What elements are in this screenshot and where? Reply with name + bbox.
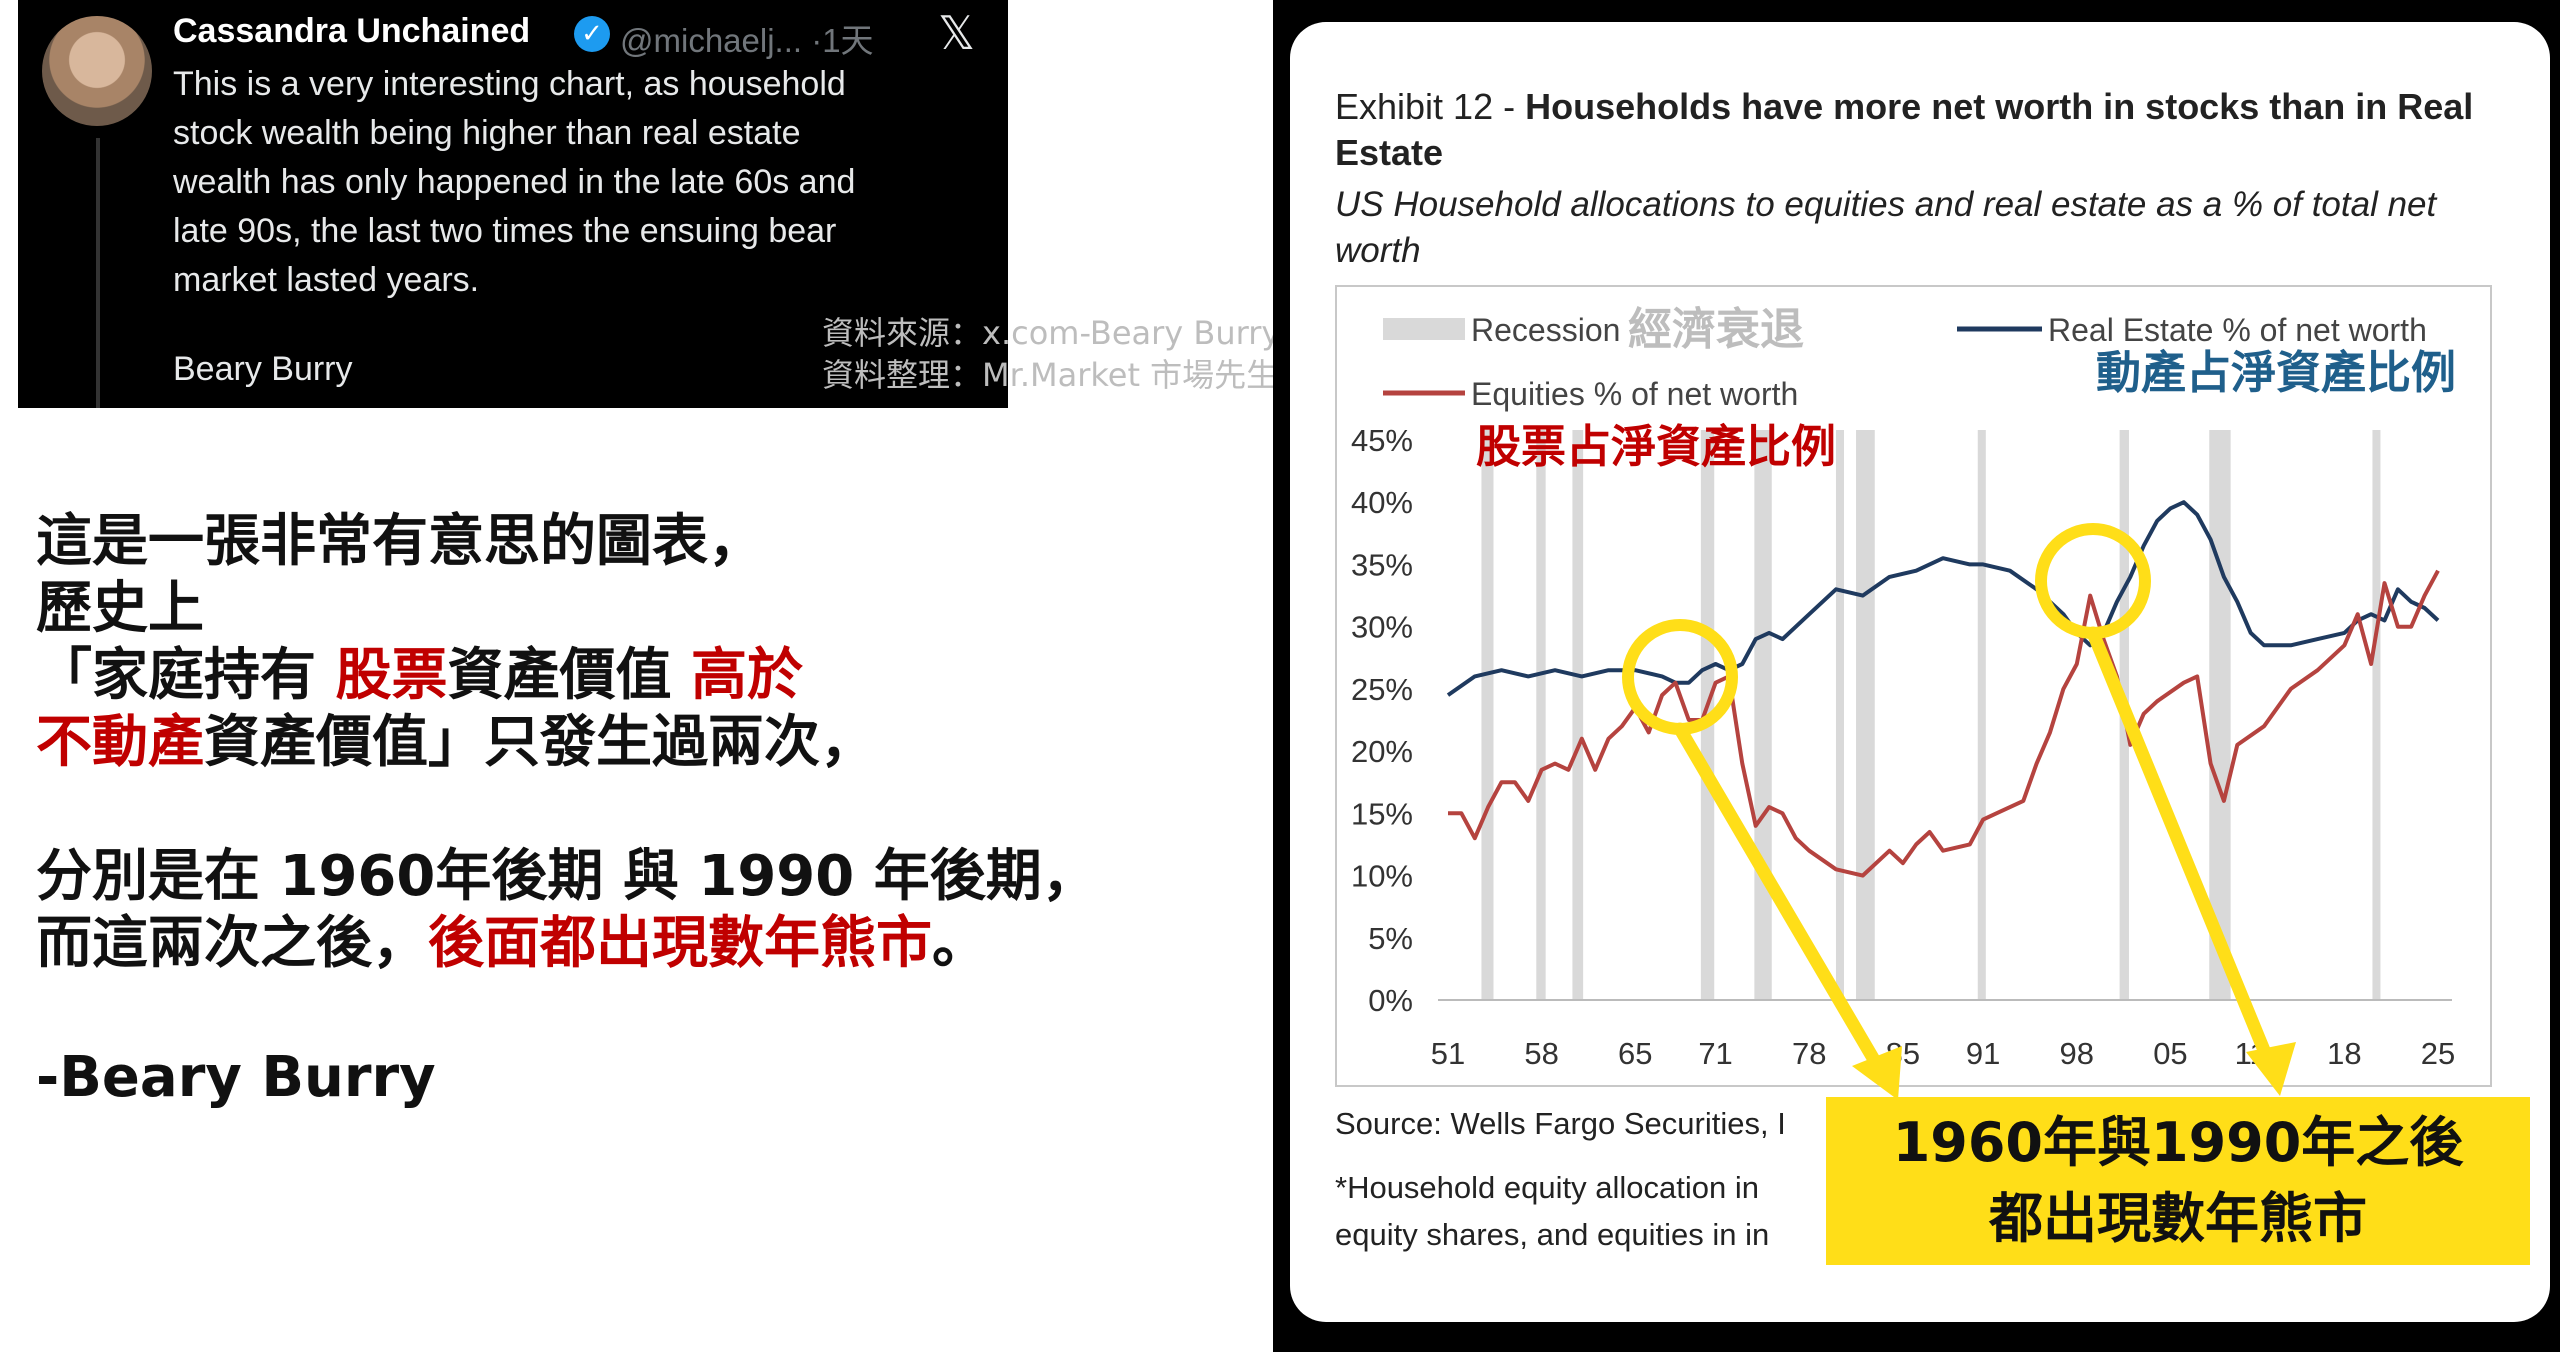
x-tick-label: 05 [2153, 1036, 2187, 1071]
credit-compiler: 資料整理：Mr.Market 市場先生 [822, 356, 1279, 394]
recession-band-2 [1572, 430, 1584, 1000]
handle-and-time[interactable]: @michaelj... ·1天 [620, 22, 874, 59]
caption-highlight: 股票 [335, 643, 448, 708]
y-tick-label: 25% [1351, 672, 1413, 707]
recession-band-5 [1835, 430, 1844, 1000]
equities-line [1448, 569, 2440, 878]
exhibit-number: Exhibit 12 - [1335, 86, 1526, 127]
exhibit-subtitle: US Household allocations to equities and… [1335, 185, 2437, 270]
recession-band-9 [2209, 430, 2231, 1000]
y-tick-label: 5% [1368, 921, 1413, 956]
display-name[interactable]: Cassandra Unchained [173, 12, 531, 50]
y-tick-label: 35% [1351, 547, 1413, 582]
arrowhead-1960s [1852, 1046, 1902, 1100]
x-tick-label: 71 [1698, 1036, 1732, 1071]
y-axis-ticks: 0% 5% 10% 15% 20% 25% 30% 35% 40% 45% [1351, 423, 1413, 1018]
recession-band-7 [1977, 430, 1986, 1000]
y-tick-label: 20% [1351, 734, 1413, 769]
legend-equities-label: Equities % of net worth [1471, 376, 1798, 412]
caption-highlight: 高於 [691, 643, 803, 708]
chinese-caption: 這是一張非常有意思的圖表， 歷史上 「家庭持有 股票資產價值 高於 不動產資產價… [36, 508, 1236, 1111]
annotation-recession-zh: 經濟衰退 [1628, 304, 1804, 355]
caption-attribution: -Beary Burry [36, 1045, 436, 1110]
callout-box: 1960年與1990年之後 都出現數年熊市 [1826, 1097, 2530, 1265]
highlight-circle-1960s [1622, 619, 1738, 735]
x-axis-ticks: 515865717885919805111825 [1431, 1036, 2455, 1071]
x-tick-label: 58 [1524, 1036, 1558, 1071]
avatar[interactable] [42, 16, 152, 126]
caption-line-2: 歷史上 [36, 576, 204, 641]
tweet-signature: Beary Burry [173, 350, 353, 388]
x-tick-label: 25 [2421, 1036, 2455, 1071]
x-tick-label: 91 [1966, 1036, 2000, 1071]
x-tick-label: 98 [2060, 1036, 2094, 1071]
caption-text: 。 [932, 911, 988, 976]
verified-badge-icon: ✓ [574, 16, 610, 52]
x-logo-icon: 𝕏 [938, 6, 976, 60]
x-tick-label: 18 [2327, 1036, 2361, 1071]
caption-line-5: 分別是在 1960年後期 與 1990 年後期， [36, 844, 1098, 909]
caption-text: 「家庭持有 [36, 643, 336, 708]
recession-band-4 [1754, 430, 1772, 1000]
x-tick-label: 65 [1618, 1036, 1652, 1071]
y-tick-label: 10% [1351, 859, 1413, 894]
recession-bands [1481, 430, 2381, 1000]
y-tick-label: 30% [1351, 610, 1413, 645]
y-tick-label: 0% [1368, 983, 1413, 1018]
plot-frame [1335, 285, 2492, 1087]
caption-line-1: 這是一張非常有意思的圖表， [36, 509, 764, 574]
annotation-real-estate-zh: 動產占淨資產比例 [2096, 346, 2456, 399]
y-tick-label: 40% [1351, 485, 1413, 520]
chart-footnote: *Household equity allocation in equity s… [1335, 1170, 1770, 1252]
exhibit-title: Exhibit 12 - Households have more net wo… [1335, 84, 2515, 176]
y-tick-label: 15% [1351, 796, 1413, 831]
legend: Recession 經濟衰退 Real Estate % of net worth動… [1383, 304, 2456, 473]
arrowhead-1990s [2246, 1042, 2296, 1096]
real-estate-line [1446, 500, 2440, 697]
annotation-equities-zh: 股票占淨資產比例 [1476, 420, 1836, 473]
recession-band-6 [1856, 430, 1875, 1000]
tweet-text: This is a very interesting chart, as hou… [173, 65, 856, 299]
chart-source: Source: Wells Fargo Securities, I [1335, 1106, 1786, 1141]
callout-line-2: 都出現數年熊市 [1989, 1187, 2367, 1250]
x-tick-label: 78 [1792, 1036, 1826, 1071]
caption-text: 而這兩次之後， [36, 911, 428, 976]
caption-text: 資產價值」只發生過兩次， [204, 710, 876, 775]
arrow-shaft-1990s [2086, 626, 2275, 1067]
series-lines [1446, 500, 2440, 878]
tweet-card: Cassandra Unchained ✓ @michaelj... ·1天 𝕏… [18, 0, 1008, 408]
exhibit-headline: Households have more net worth in stocks… [1335, 86, 2474, 173]
legend-recession-label: Recession [1471, 312, 1620, 348]
arrow-shaft-1960s [1673, 722, 1887, 1077]
caption-highlight: 後面都出現數年熊市 [428, 911, 932, 976]
credit-source: 資料來源：x.com-Beary Burry [822, 314, 1281, 352]
recession-band-0 [1481, 430, 1494, 1000]
caption-highlight: 不動產 [36, 710, 204, 775]
caption-text: 資產價值 [447, 643, 691, 708]
caption-line-3: 「家庭持有 股票資產價值 高於 [36, 642, 1236, 709]
callout-line-1: 1960年與1990年之後 [1892, 1111, 2464, 1174]
thread-line [96, 138, 100, 408]
highlight-circles [1622, 523, 2296, 1100]
recession-band-10 [2372, 430, 2381, 1000]
legend-real-estate-label: Real Estate % of net worth [2048, 312, 2427, 348]
x-tick-label: 51 [1431, 1036, 1465, 1071]
caption-line-6: 而這兩次之後，後面都出現數年熊市。 [36, 910, 1236, 977]
y-tick-label: 45% [1351, 423, 1413, 458]
caption-line-4: 不動產資產價值」只發生過兩次， [36, 709, 1236, 776]
legend-recession-swatch [1383, 318, 1465, 340]
recession-band-1 [1536, 430, 1546, 1000]
